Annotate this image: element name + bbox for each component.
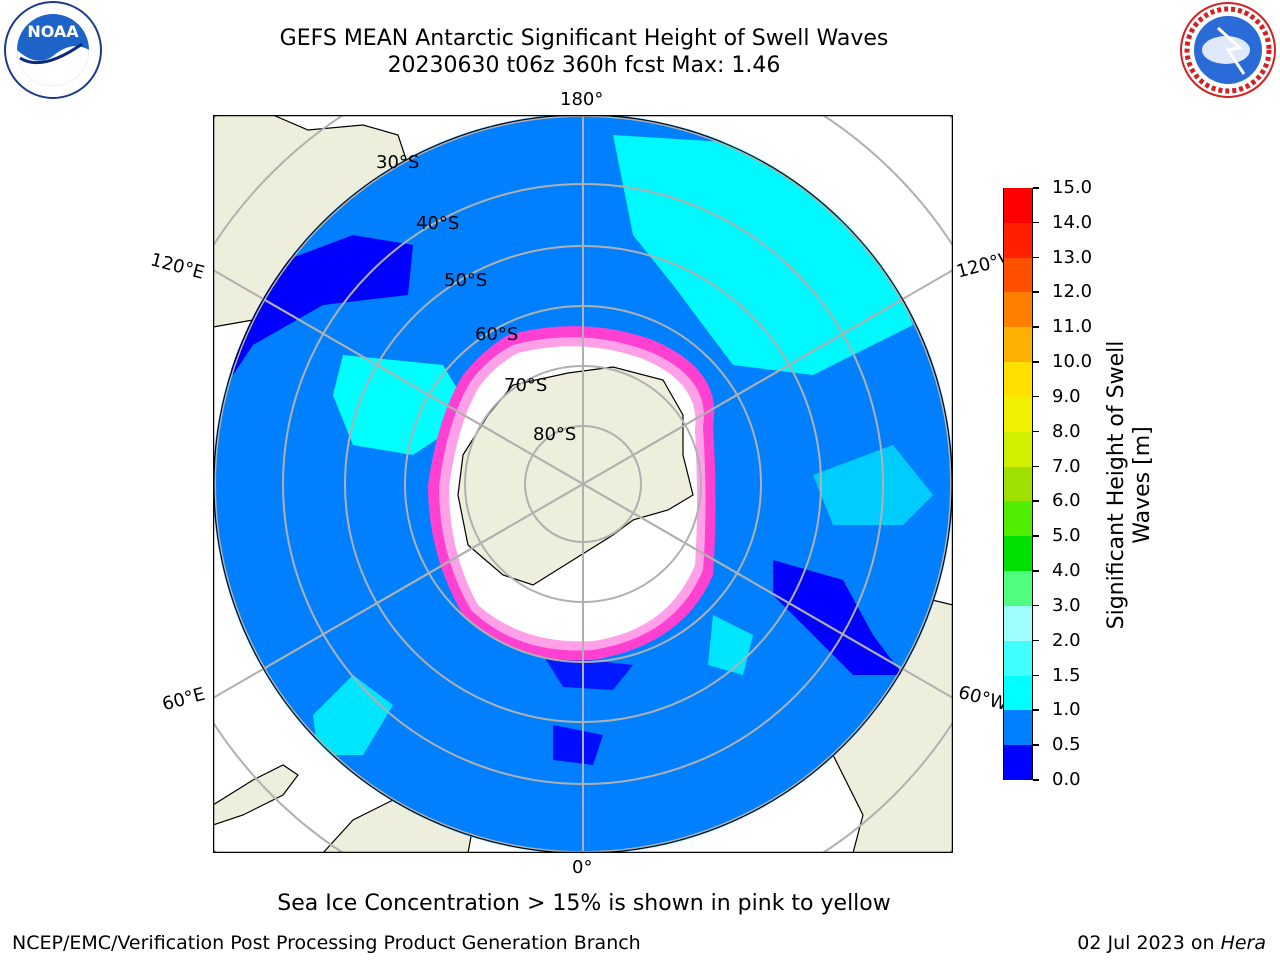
colorbar-segment: [1004, 361, 1032, 397]
lat-label-60s: 60°S: [475, 324, 518, 345]
colorbar-tick-mark: [1033, 744, 1039, 746]
chart-title: GEFS MEAN Antarctic Significant Height o…: [279, 26, 889, 51]
colorbar-tick-mark: [1033, 779, 1039, 781]
sea-ice-footnote: Sea Ice Concentration > 15% is shown in …: [277, 891, 891, 916]
colorbar-segment: [1004, 640, 1032, 676]
colorbar-tick-label: 0.0: [1052, 769, 1081, 790]
colorbar-tick-label: 10.0: [1052, 351, 1093, 373]
colorbar-segment: [1004, 257, 1032, 293]
lon-label-60e: 60°E: [160, 683, 208, 716]
lat-label-30s: 30°S: [376, 152, 419, 173]
colorbar-tick-label: 14.0: [1052, 211, 1093, 233]
colorbar: [1003, 187, 1033, 780]
colorbar-tick-label: 4.0: [1052, 560, 1081, 582]
colorbar-tick-mark: [1033, 430, 1039, 433]
lat-label-80s: 80°S: [533, 424, 576, 445]
colorbar-segment: [1004, 466, 1032, 502]
colorbar-tick-mark: [1033, 221, 1039, 224]
noaa-logo-text: NOAA: [27, 22, 79, 41]
colorbar-tick-mark: [1033, 361, 1039, 363]
colorbar-segment: [1004, 570, 1032, 606]
colorbar-segment: [1004, 605, 1032, 641]
colorbar-tick-label: 6.0: [1052, 490, 1081, 512]
colorbar-tick-mark: [1033, 674, 1039, 677]
colorbar-segment: [1004, 396, 1032, 432]
colorbar-tick-label: 1.5: [1052, 664, 1081, 686]
colorbar-segment: [1004, 709, 1032, 746]
colorbar-tick-mark: [1033, 465, 1039, 468]
nws-logo: [1180, 2, 1276, 98]
colorbar-tick-mark: [1033, 256, 1039, 259]
colorbar-tick-mark: [1033, 570, 1039, 572]
colorbar-segment: [1004, 744, 1032, 780]
colorbar-segment: [1004, 187, 1032, 223]
colorbar-tick-mark: [1033, 639, 1039, 642]
colorbar-tick-mark: [1033, 395, 1039, 398]
credit-right: 02 Jul 2023 on Hera: [1077, 932, 1266, 954]
lat-label-70s: 70°S: [504, 375, 547, 396]
colorbar-segment: [1004, 222, 1032, 258]
colorbar-tick-label: 9.0: [1052, 385, 1081, 407]
colorbar-tick-label: 12.0: [1052, 281, 1093, 303]
colorbar-tick-mark: [1033, 709, 1039, 711]
colorbar-segment: [1004, 431, 1032, 467]
credit-machine: Hera: [1220, 932, 1266, 954]
colorbar-label-line1: Significant Height of Swell: [1104, 340, 1129, 630]
lon-label-180: 180°: [560, 89, 604, 110]
lat-label-40s: 40°S: [416, 213, 459, 234]
colorbar-tick-label: 2.0: [1052, 629, 1081, 651]
colorbar-tick-mark: [1033, 500, 1039, 502]
colorbar-tick-mark: [1033, 535, 1039, 537]
colorbar-tick-label: 1.0: [1052, 699, 1081, 721]
credit-left: NCEP/EMC/Verification Post Processing Pr…: [12, 932, 641, 954]
colorbar-segment: [1004, 500, 1032, 537]
lat-label-50s: 50°S: [444, 270, 487, 291]
colorbar-tick-mark: [1033, 291, 1039, 293]
colorbar-label: Significant Height of Swell Waves [m]: [1104, 325, 1156, 645]
colorbar-segment: [1004, 535, 1032, 572]
colorbar-tick-label: 8.0: [1052, 420, 1081, 442]
lon-label-60w: 60°W: [956, 681, 1010, 716]
lon-label-0: 0°: [572, 857, 593, 878]
colorbar-tick-mark: [1033, 326, 1039, 328]
colorbar-tick-label: 7.0: [1052, 455, 1081, 477]
colorbar-tick-label: 15.0: [1052, 177, 1093, 198]
colorbar-tick-label: 13.0: [1052, 246, 1093, 268]
credit-date: 02 Jul 2023 on: [1077, 932, 1221, 954]
colorbar-segment: [1004, 291, 1032, 328]
colorbar-label-line2: Waves [m]: [1130, 426, 1155, 544]
colorbar-tick-mark: [1033, 604, 1039, 607]
chart-subtitle: 20230630 t06z 360h fcst Max: 1.46: [387, 53, 781, 78]
colorbar-tick-label: 0.5: [1052, 734, 1081, 756]
lon-label-120e: 120°E: [148, 249, 207, 284]
colorbar-tick-mark: [1033, 187, 1039, 189]
noaa-logo: NOAA: [4, 1, 102, 99]
map-panel: 30°S 40°S 50°S 60°S 70°S 80°S: [213, 115, 953, 853]
colorbar-tick-label: 3.0: [1052, 594, 1081, 616]
colorbar-segment: [1004, 675, 1032, 711]
colorbar-tick-label: 11.0: [1052, 316, 1093, 338]
colorbar-segment: [1004, 326, 1032, 363]
colorbar-tick-label: 5.0: [1052, 525, 1081, 547]
